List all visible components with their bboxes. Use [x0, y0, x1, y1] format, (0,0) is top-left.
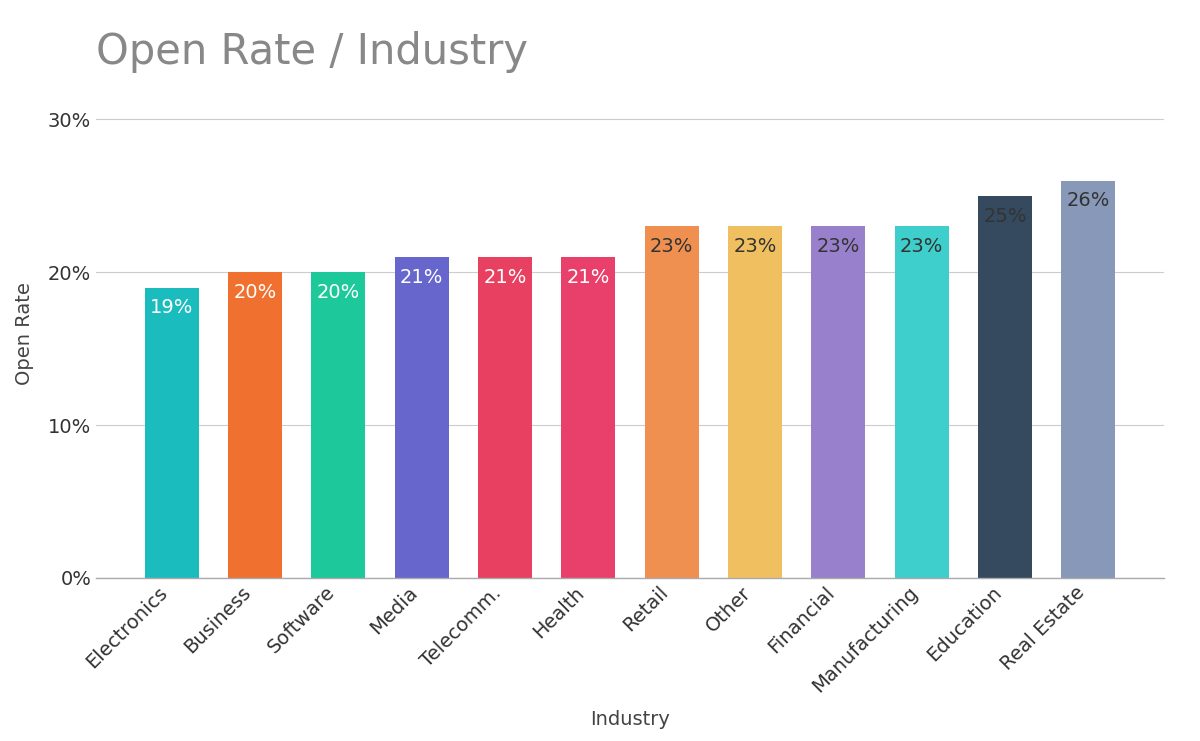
Text: 21%: 21% — [566, 268, 610, 287]
Text: 21%: 21% — [400, 268, 443, 287]
Text: 23%: 23% — [817, 237, 860, 256]
Bar — [478, 257, 532, 578]
Text: 20%: 20% — [317, 283, 360, 302]
Bar — [978, 196, 1032, 578]
Bar — [1061, 181, 1116, 578]
X-axis label: Industry: Industry — [590, 710, 670, 729]
Bar — [895, 227, 949, 578]
Bar — [728, 227, 782, 578]
Text: 20%: 20% — [233, 283, 276, 302]
Bar — [811, 227, 865, 578]
Bar — [228, 273, 282, 578]
Bar — [144, 288, 199, 578]
Text: Open Rate / Industry: Open Rate / Industry — [96, 31, 528, 73]
Bar — [562, 257, 616, 578]
Text: 23%: 23% — [733, 237, 776, 256]
Text: 21%: 21% — [484, 268, 527, 287]
Bar — [395, 257, 449, 578]
Text: 25%: 25% — [983, 207, 1027, 225]
Text: 19%: 19% — [150, 299, 193, 317]
Y-axis label: Open Rate: Open Rate — [14, 282, 34, 385]
Text: 23%: 23% — [900, 237, 943, 256]
Text: 23%: 23% — [650, 237, 694, 256]
Bar — [644, 227, 698, 578]
Text: 26%: 26% — [1067, 191, 1110, 210]
Bar — [311, 273, 365, 578]
